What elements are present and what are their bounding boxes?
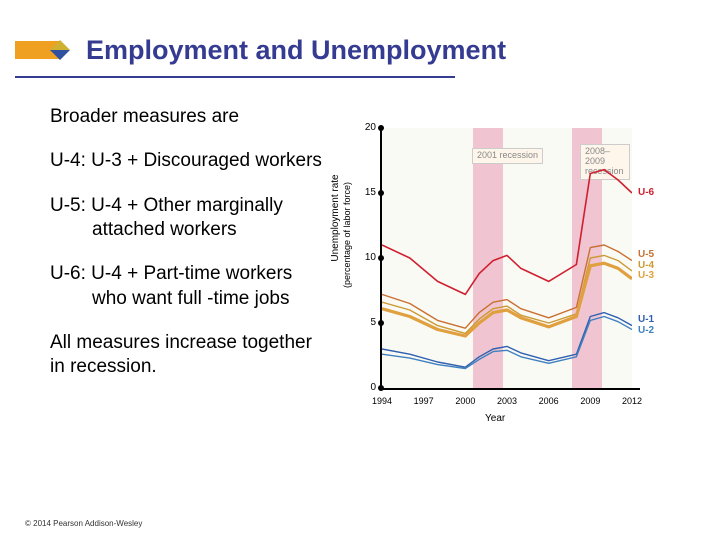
x-tick: 2009	[580, 396, 600, 406]
bullet-u5: U-5: U-4 + Other marginally attached wor…	[50, 194, 330, 243]
y-tick: 5	[358, 317, 376, 328]
y-tick-dot	[378, 255, 384, 261]
copyright-text: © 2014 Pearson Addison-Wesley	[25, 519, 142, 528]
intro-text: Broader measures are	[50, 105, 330, 129]
y-tick-dot	[378, 125, 384, 131]
page-title: Employment and Unemployment	[86, 35, 506, 66]
y-tick-dot	[378, 320, 384, 326]
x-axis-label: Year	[485, 413, 505, 424]
series-label-u-1: U-1	[638, 314, 654, 325]
series-label-u-6: U-6	[638, 187, 654, 198]
plot-area: 2001 recession 2008–2009 recession	[382, 128, 632, 388]
series-label-u-5: U-5	[638, 249, 654, 260]
y-tick-dot	[378, 190, 384, 196]
x-axis	[380, 388, 640, 390]
y-axis-sublabel: (percentage of labor force)	[342, 182, 352, 288]
y-tick-dot	[378, 385, 384, 391]
x-tick: 2006	[539, 396, 559, 406]
x-tick: 1994	[372, 396, 392, 406]
y-tick: 0	[358, 382, 376, 393]
diamond-icon	[50, 50, 70, 70]
y-tick: 10	[358, 252, 376, 263]
y-tick: 15	[358, 187, 376, 198]
diamond-icon	[50, 30, 70, 50]
series-label-u-3: U-3	[638, 270, 654, 281]
conclusion-text: All measures increase together in recess…	[50, 331, 330, 380]
text-content: Broader measures are U-4: U-3 + Discoura…	[50, 105, 330, 400]
chart-lines	[382, 128, 632, 388]
unemployment-chart: 2001 recession 2008–2009 recession Unemp…	[340, 118, 700, 438]
y-tick: 20	[358, 122, 376, 133]
x-tick: 2003	[497, 396, 517, 406]
title-bar: Employment and Unemployment	[15, 30, 690, 70]
series-label-u-4: U-4	[638, 260, 654, 271]
series-label-u-2: U-2	[638, 325, 654, 336]
title-underline	[15, 76, 455, 78]
x-tick: 2000	[455, 396, 475, 406]
y-axis-label: Unemployment rate	[330, 158, 341, 278]
x-tick: 2012	[622, 396, 642, 406]
bullet-u4: U-4: U-3 + Discouraged workers	[50, 149, 330, 173]
bullet-u6: U-6: U-4 + Part-time workers who want fu…	[50, 262, 330, 311]
x-tick: 1997	[414, 396, 434, 406]
